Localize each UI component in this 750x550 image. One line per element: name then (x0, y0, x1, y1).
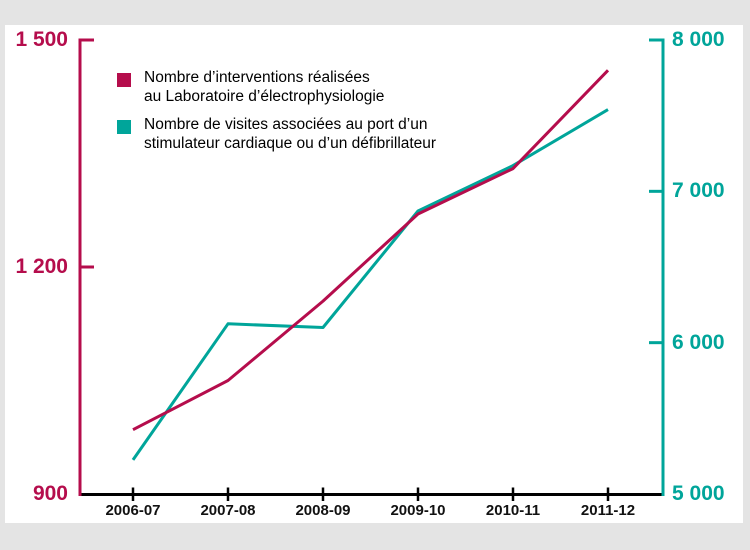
right-axis-tick-label: 8 000 (672, 28, 725, 51)
legend-label-line: au Laboratoire d’électrophysiologie (144, 88, 385, 105)
legend-label-line: Nombre de visites associées au port d’un (144, 116, 428, 133)
x-axis-tick-label: 2010-11 (485, 502, 541, 519)
legend-label-line: stimulateur cardiaque ou d’un défibrilla… (144, 135, 437, 152)
right-axis-tick-label: 6 000 (672, 330, 725, 354)
x-axis-tick-label: 2008-09 (295, 502, 351, 519)
x-axis-tick-label: 2011-12 (580, 502, 636, 519)
legend-item-interventions: Nombre d’interventions réalisées au Labo… (144, 68, 384, 106)
series-line-interventions (132, 69, 610, 432)
legend-swatch-interventions-icon (117, 73, 131, 87)
x-axis-tick-label: 2007-08 (200, 502, 256, 519)
left-axis-tick-label: 1 200 (15, 255, 68, 278)
legend-item-visites: Nombre de visites associées au port d’un… (144, 115, 436, 153)
x-axis-tick-label: 2006-07 (105, 502, 161, 519)
series-line-visites (131, 108, 609, 461)
x-axis-tick-label: 2009-10 (390, 502, 446, 519)
legend-swatch-visites-icon (117, 120, 131, 134)
left-axis-tick-label: 1 500 (15, 28, 68, 51)
right-axis-tick-label: 5 000 (672, 482, 725, 505)
right-axis-tick-label: 7 000 (672, 179, 725, 203)
left-axis-tick-label: 900 (32, 482, 68, 505)
legend-label-line: Nombre d’interventions réalisées (144, 69, 370, 86)
chart-panel (5, 25, 743, 523)
